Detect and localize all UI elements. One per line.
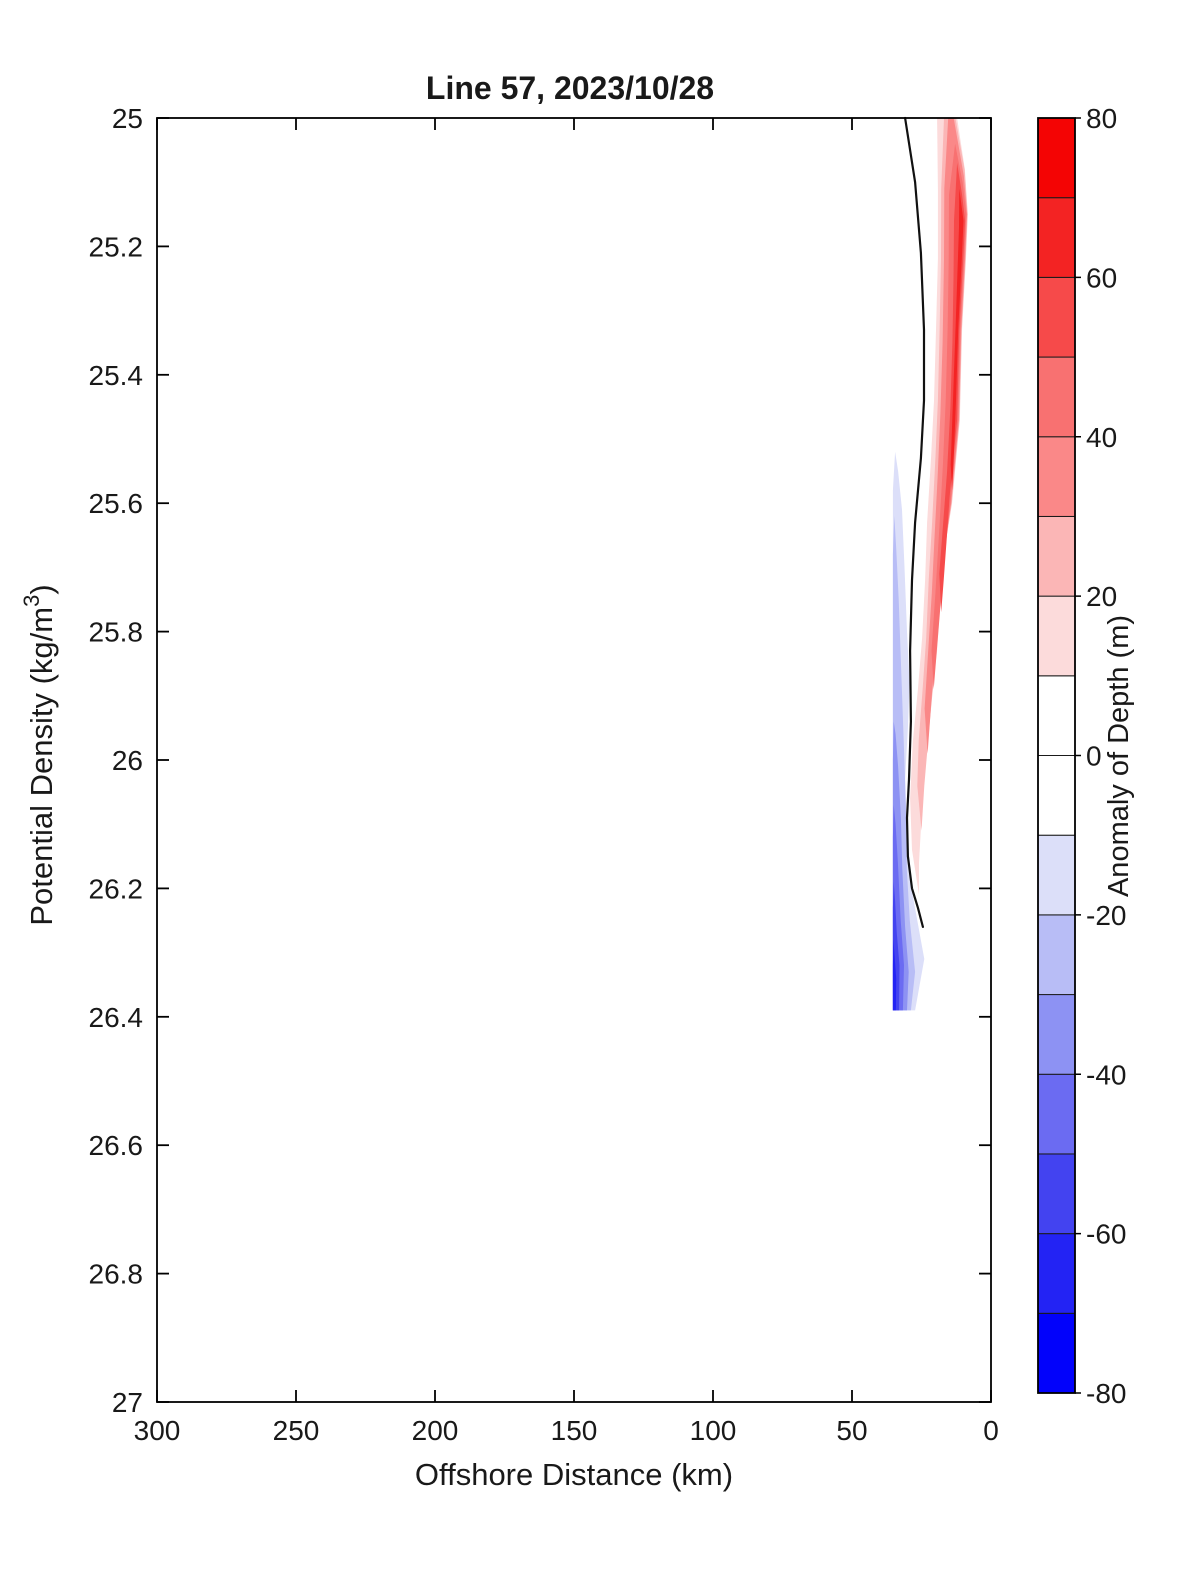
y-axis-label-close: ) [24,584,59,594]
colorbar-segment [1037,595,1076,677]
chart-title: Line 57, 2023/10/28 [426,70,714,106]
y-tick-label: 25 [112,103,143,134]
colorbar-tick-label: -40 [1086,1059,1126,1090]
y-tick-label: 25.2 [89,231,144,262]
contour-bands [892,118,968,1011]
plot-frame [156,117,992,1403]
colorbar-segment [1037,515,1076,597]
colorbar-segment [1037,755,1076,836]
y-tick-label: 26.8 [89,1259,144,1290]
y-axis-ticks: 25 25.2 25.4 25.6 25.8 26 26.2 26.4 26.6 26.8 27 [89,103,991,1418]
colorbar-tick-label: 40 [1086,422,1117,453]
colorbar: 80 60 40 20 0 -20 -40 -60 -80 [1037,103,1126,1409]
x-tick-label: 100 [690,1415,737,1446]
y-tick-label: 26 [112,745,143,776]
y-tick-label: 27 [112,1387,143,1418]
y-tick-label: 25.6 [89,488,144,519]
y-tick-label: 26.4 [89,1002,144,1033]
colorbar-segment [1037,197,1076,278]
colorbar-tick-label: -80 [1086,1378,1126,1409]
colorbar-tick-label: 20 [1086,581,1117,612]
x-tick-label: 150 [551,1415,598,1446]
x-tick-label: 250 [273,1415,320,1446]
x-tick-label: 0 [983,1415,999,1446]
x-axis-ticks: 300 250 200 150 100 50 0 [134,118,999,1446]
y-axis-label-sup: 3 [19,595,44,607]
y-axis-label: Potential Density (kg/m3) [19,584,59,925]
colorbar-tick-label: 60 [1086,262,1117,293]
colorbar-segment [1037,1312,1076,1394]
x-axis-label: Offshore Distance (km) [415,1457,733,1492]
x-tick-label: 200 [412,1415,459,1446]
colorbar-segment [1037,675,1076,756]
y-tick-label: 25.8 [89,617,144,648]
colorbar-segment [1037,834,1076,916]
colorbar-segment [1037,436,1076,517]
colorbar-segment [1037,1233,1076,1314]
colorbar-segment [1037,276,1076,358]
colorbar-tick-label: -20 [1086,900,1126,931]
colorbar-tick-label: 0 [1086,741,1102,772]
axes-box [156,117,992,1403]
contour-band--60 [892,939,897,1011]
colorbar-segment [1037,1073,1076,1155]
x-tick-label: 300 [134,1415,181,1446]
y-tick-label: 25.4 [89,360,144,391]
colorbar-tick-label: -60 [1086,1219,1126,1250]
zero-contour [903,116,926,929]
colorbar-segment [1037,1153,1076,1235]
x-tick-label: 50 [836,1415,867,1446]
colorbar-segment [1037,914,1076,996]
contour-band-60 [950,188,964,491]
y-axis-label-main: Potential Density (kg/m [24,607,59,926]
zero-contour-line [903,116,926,929]
colorbar-segment [1037,117,1076,199]
colorbar-tick-label: 80 [1086,103,1117,134]
colorbar-segment [1037,994,1076,1075]
colorbar-segment [1037,356,1076,438]
colorbar-label: Anomaly of Depth (m) [1103,615,1135,897]
y-tick-label: 26.2 [89,873,144,904]
y-tick-label: 26.6 [89,1130,144,1161]
